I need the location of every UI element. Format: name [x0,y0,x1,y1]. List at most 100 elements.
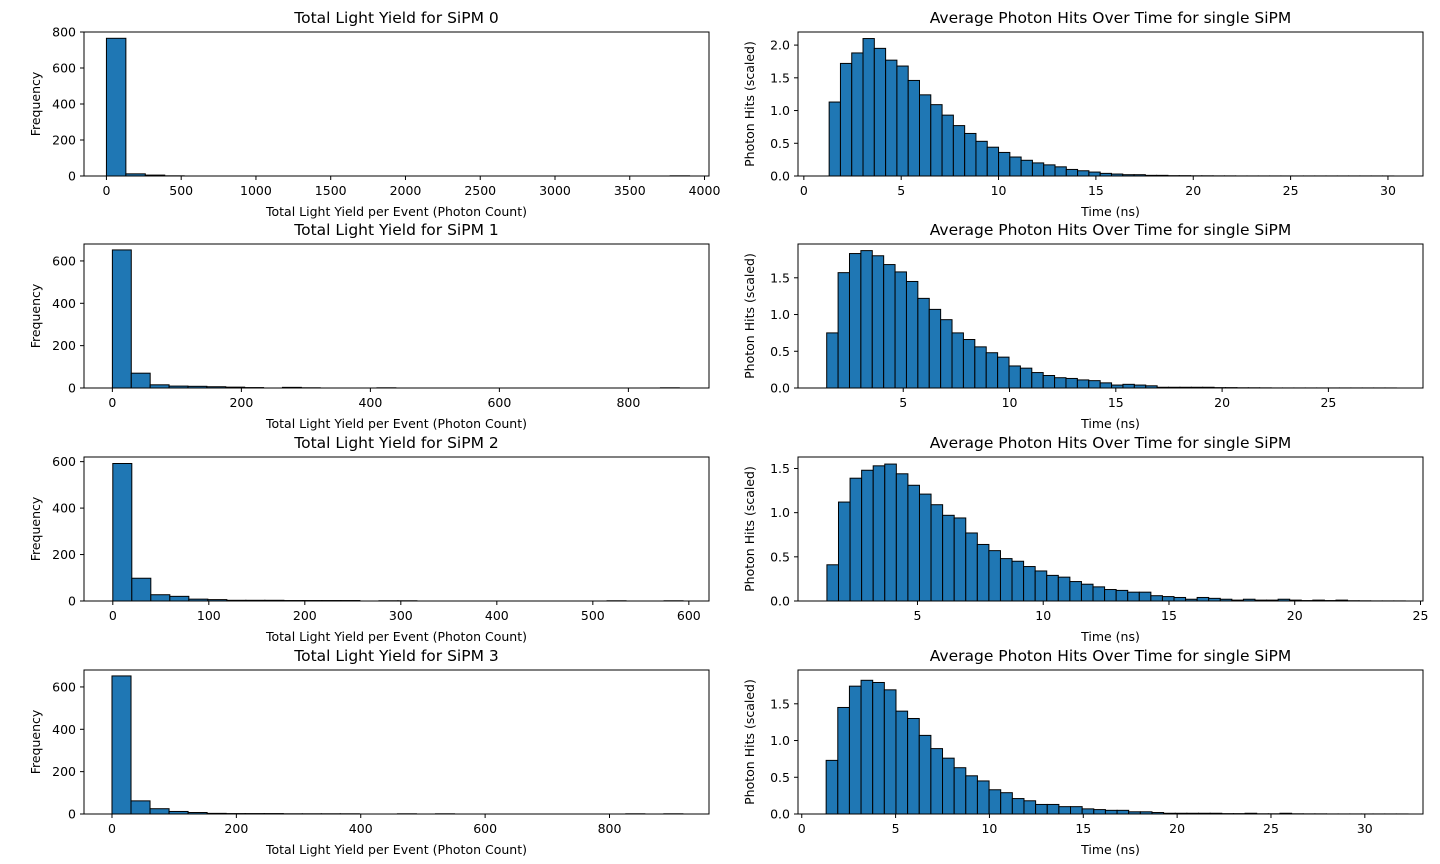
histogram-bar [965,532,978,602]
histogram-bar [965,775,978,815]
chart-title: Average Photon Hits Over Time for single… [930,221,1292,239]
y-tick-label: 400 [52,296,76,311]
histogram-bar [112,463,133,602]
x-tick-label: 25 [1413,608,1429,623]
axes-frame [797,243,1424,389]
y-tick-label: 800 [52,25,76,40]
x-tick-label: 300 [389,608,413,623]
x-tick-label: 600 [487,395,511,410]
y-tick-label: 0.0 [770,381,790,396]
y-tick-label: 400 [52,722,76,737]
histogram-bar [1127,591,1140,602]
histogram-bar [919,94,932,177]
histogram-bars [111,675,684,815]
histogram-bar [872,681,885,815]
histogram-bar [1077,170,1090,177]
chart-title: Total Light Yield for SiPM 0 [293,9,498,27]
histogram-bar [1011,560,1025,602]
x-tick-label: 15 [1161,608,1177,623]
y-axis-label: Photon Hits (scaled) [742,41,757,167]
x-tick-label: 10 [1002,395,1018,410]
histogram-bar [941,114,954,177]
x-tick-label: 3500 [614,183,646,198]
x-tick-label: 20 [1214,395,1230,410]
chart-panel-4: 0 100 200 300 400 500 600 0 200 400 600 Total Light… [28,434,710,644]
histogram-bars [826,463,1406,602]
histogram-bar [1088,171,1101,177]
histogram-bar [1065,168,1079,177]
x-tick-label: 0 [108,821,116,836]
histogram-bar [828,101,841,177]
chart-title: Total Light Yield for SiPM 1 [293,221,498,239]
x-tick-label: 600 [473,821,497,836]
x-axis-label: Total Light Yield per Event (Photon Coun… [265,629,527,644]
y-tick-label: 0.5 [770,136,790,151]
x-tick-label: 400 [485,608,509,623]
histogram-bar [895,473,909,602]
histogram-bar [826,332,839,389]
histogram-bar [942,514,955,602]
chart-panel-1: 0 5 10 15 20 25 30 0.0 0.5 1.0 1.5 2.0 Average Photo… [742,9,1424,219]
histogram-bar [1011,798,1025,815]
histogram-bar [1043,164,1056,177]
axes-frame [797,31,1424,177]
x-tick-label: 15 [1088,183,1104,198]
histogram-bar [1122,383,1135,389]
histogram-bar [928,308,942,389]
y-tick-label: 1.5 [770,70,790,85]
histogram-bar [1054,377,1067,389]
histogram-bar [1150,595,1163,602]
histogram-bar [1080,583,1094,602]
x-tick-label: 5 [899,395,907,410]
x-tick-label: 4000 [689,183,721,198]
histogram-bar [1000,792,1013,815]
histogram-bar [907,79,920,177]
x-axis-label: Total Light Yield per Event (Photon Coun… [265,204,527,219]
x-tick-label: 200 [229,395,253,410]
x-axis-label: Time (ns) [1080,842,1140,857]
chart-panel-6: 0 200 400 600 800 0 200 400 600 Total Light Yield… [28,647,710,857]
x-axis-label: Total Light Yield per Event (Photon Coun… [265,416,527,431]
histogram-bar [1031,162,1045,177]
histogram-bar [976,780,990,815]
histogram-bar [849,477,863,602]
histogram-bar [885,59,898,177]
histogram-bar [862,38,875,177]
histogram-bar [940,319,953,389]
histogram-bar [848,253,862,389]
axes-frame [797,456,1424,602]
histogram-bar [905,280,919,389]
x-tick-label: 25 [1320,395,1336,410]
axes-frame [83,456,710,602]
histogram-bar [964,132,977,177]
x-tick-label: 1000 [240,183,272,198]
y-tick-label: 600 [52,454,76,469]
chart-title: Total Light Yield for SiPM 2 [293,434,498,452]
histogram-bar [1008,365,1021,389]
histogram-bar [962,339,976,389]
histogram-bar [1046,574,1059,602]
histogram-bar [839,62,853,177]
axes-frame [797,669,1424,815]
x-tick-label: 20 [1169,821,1185,836]
histogram-bar [1020,159,1033,177]
x-tick-label: 800 [598,821,622,836]
histogram-bar [1057,576,1071,602]
histogram-bar [130,800,151,815]
histogram-bar [1173,596,1187,602]
histogram-bar [1093,809,1106,815]
axes-frame [83,669,710,815]
y-tick-label: 0.0 [770,594,790,609]
y-tick-label: 0.0 [770,807,790,822]
x-tick-label: 1500 [315,183,347,198]
y-tick-label: 0.5 [770,344,790,359]
histogram-bar [1104,589,1117,602]
y-axis-label: Frequency [28,709,43,774]
histogram-bar [976,543,990,602]
y-tick-label: 0 [68,381,76,396]
x-tick-label: 15 [1108,395,1124,410]
x-tick-label: 200 [293,608,317,623]
histogram-bar [942,757,955,815]
histogram-bar [986,146,1000,177]
histogram-bar [1092,586,1106,602]
